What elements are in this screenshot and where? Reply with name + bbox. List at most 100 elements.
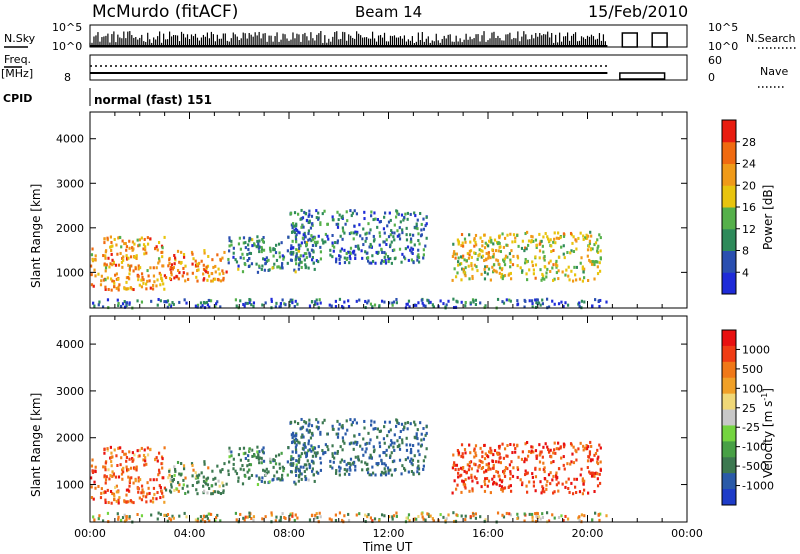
power-cell bbox=[333, 245, 336, 249]
velocity-cell bbox=[580, 467, 583, 471]
velocity-cell bbox=[539, 517, 542, 521]
power-cell bbox=[291, 301, 294, 305]
velocity-cell bbox=[252, 515, 256, 519]
power-cell bbox=[116, 298, 119, 302]
velocity-cell bbox=[208, 519, 211, 523]
velocity-cell bbox=[557, 481, 560, 485]
velocity-cell bbox=[345, 469, 348, 473]
y-tick-label: 4000 bbox=[56, 133, 84, 146]
power-cell bbox=[545, 297, 549, 301]
power-cell bbox=[359, 234, 362, 238]
velocity-cell bbox=[398, 443, 401, 447]
velocity-cell bbox=[113, 494, 116, 498]
power-cell bbox=[417, 253, 420, 257]
velocity-cell bbox=[138, 454, 141, 458]
power-cell bbox=[469, 249, 473, 253]
power-cell bbox=[531, 305, 534, 309]
power-cell bbox=[149, 266, 152, 270]
power-cell bbox=[291, 246, 294, 250]
power-cell bbox=[405, 302, 408, 306]
power-cell bbox=[517, 244, 520, 248]
colorbar-frame bbox=[721, 329, 737, 506]
power-cell bbox=[534, 276, 537, 280]
power-cell bbox=[303, 210, 306, 214]
power-cell bbox=[555, 263, 558, 267]
velocity-cell bbox=[314, 513, 317, 517]
power-cell bbox=[415, 222, 418, 226]
velocity-cell bbox=[230, 454, 233, 458]
power-cell bbox=[376, 225, 379, 229]
velocity-cell bbox=[404, 421, 407, 425]
power-cell bbox=[474, 233, 478, 237]
velocity-cell bbox=[336, 451, 339, 455]
velocity-cell bbox=[276, 477, 279, 481]
power-cell bbox=[335, 257, 338, 261]
power-cell bbox=[526, 243, 530, 247]
velocity-cell bbox=[466, 463, 469, 467]
colorbar-swatch bbox=[722, 457, 736, 474]
power-cell bbox=[398, 237, 402, 241]
velocity-cell bbox=[315, 470, 318, 474]
velocity-cell bbox=[596, 460, 599, 464]
velocity-cell bbox=[383, 441, 386, 445]
power-cell bbox=[244, 301, 247, 305]
velocity-cell bbox=[387, 469, 390, 473]
power-cell bbox=[469, 301, 472, 305]
power-cell bbox=[549, 259, 552, 263]
power-cell bbox=[109, 277, 113, 281]
power-cell bbox=[557, 277, 560, 281]
velocity-cell bbox=[304, 421, 308, 425]
power-cell bbox=[355, 212, 359, 216]
velocity-cell bbox=[307, 424, 310, 428]
velocity-cell bbox=[386, 466, 390, 470]
velocity-cell bbox=[571, 492, 575, 496]
power-cell bbox=[331, 255, 334, 259]
power-cell bbox=[304, 211, 308, 215]
power-cell bbox=[401, 252, 404, 256]
velocity-cell bbox=[338, 473, 341, 477]
power-cell bbox=[248, 239, 251, 243]
power-cell bbox=[313, 267, 316, 271]
velocity-cell bbox=[395, 511, 398, 515]
power-cell bbox=[536, 298, 539, 302]
power-cell bbox=[356, 230, 359, 234]
power-cell bbox=[389, 218, 392, 222]
velocity-cell bbox=[210, 492, 213, 496]
velocity-cell bbox=[104, 481, 107, 485]
power-cell bbox=[159, 283, 162, 287]
power-cell bbox=[519, 266, 522, 270]
velocity-cell bbox=[191, 484, 194, 488]
velocity-cell bbox=[194, 471, 197, 475]
velocity-cell bbox=[414, 436, 417, 440]
velocity-cell bbox=[531, 445, 534, 449]
power-cell bbox=[489, 278, 492, 282]
power-cell bbox=[358, 298, 361, 302]
power-cell bbox=[353, 224, 356, 228]
power-cell bbox=[418, 242, 421, 246]
power-cell bbox=[366, 251, 369, 255]
power-cell bbox=[495, 270, 498, 274]
cpid-value: normal (fast) 151 bbox=[94, 93, 212, 107]
power-cell bbox=[311, 235, 314, 239]
velocity-cell bbox=[564, 485, 567, 489]
velocity-cell bbox=[366, 462, 369, 466]
power-cell bbox=[368, 261, 371, 265]
velocity-cell bbox=[332, 460, 335, 464]
velocity-cell bbox=[530, 449, 533, 453]
power-cell bbox=[142, 281, 145, 285]
power-cell bbox=[547, 261, 551, 265]
power-cell bbox=[417, 248, 420, 252]
velocity-cell bbox=[543, 466, 546, 470]
velocity-cell bbox=[304, 445, 307, 449]
power-cell bbox=[114, 263, 118, 267]
power-cell bbox=[152, 266, 155, 270]
power-cell bbox=[228, 249, 231, 253]
velocity-cell bbox=[157, 468, 161, 472]
power-cell bbox=[396, 229, 399, 233]
velocity-cell bbox=[121, 516, 125, 520]
power-cell bbox=[293, 211, 297, 215]
velocity-cell bbox=[117, 490, 120, 494]
date-title: 15/Feb/2010 bbox=[588, 2, 688, 21]
power-cell bbox=[503, 260, 506, 264]
power-cell bbox=[110, 245, 113, 249]
